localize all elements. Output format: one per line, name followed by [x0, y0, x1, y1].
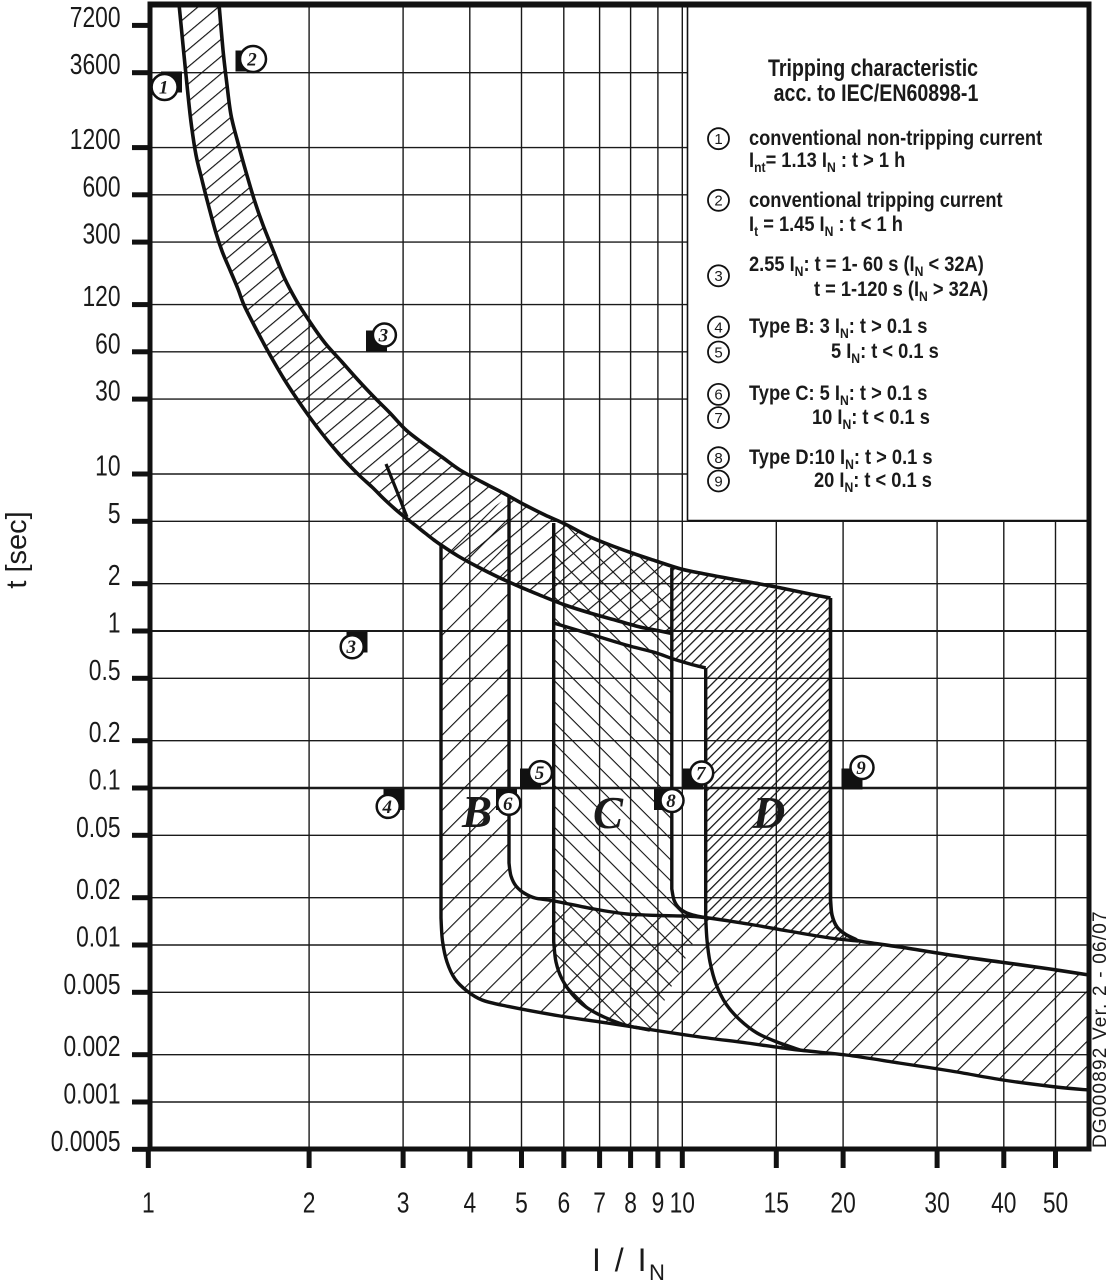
- svg-text:10: 10: [95, 451, 120, 482]
- svg-text:10: 10: [670, 1188, 695, 1219]
- svg-text:9: 9: [856, 758, 866, 779]
- svg-text:5 IN: t < 0.1 s: 5 IN: t < 0.1 s: [831, 340, 939, 366]
- svg-text:9: 9: [652, 1188, 665, 1219]
- svg-text:7200: 7200: [70, 3, 121, 34]
- svg-text:3: 3: [378, 326, 389, 347]
- svg-text:6: 6: [557, 1188, 570, 1219]
- svg-text:5: 5: [108, 499, 121, 530]
- svg-text:0.05: 0.05: [76, 813, 120, 844]
- svg-text:0.02: 0.02: [76, 875, 120, 906]
- svg-text:DG000892 Ver. 2 - 06/07: DG000892 Ver. 2 - 06/07: [1090, 910, 1111, 1148]
- svg-text:0.01: 0.01: [76, 922, 120, 953]
- svg-text:40: 40: [991, 1188, 1016, 1219]
- svg-text:4: 4: [463, 1188, 476, 1219]
- svg-text:3: 3: [714, 268, 722, 285]
- svg-text:7: 7: [714, 410, 722, 427]
- svg-text:8: 8: [624, 1188, 637, 1219]
- svg-text:7: 7: [593, 1188, 606, 1219]
- svg-text:1: 1: [159, 78, 169, 99]
- svg-text:2: 2: [108, 561, 121, 592]
- svg-text:9: 9: [714, 473, 722, 490]
- svg-text:0.2: 0.2: [89, 718, 121, 749]
- svg-text:Int= 1.13 IN : t > 1 h: Int= 1.13 IN : t > 1 h: [749, 149, 905, 175]
- svg-text:8: 8: [714, 450, 722, 467]
- svg-text:2: 2: [303, 1188, 316, 1219]
- svg-text:conventional non-tripping curr: conventional non-tripping current: [749, 127, 1043, 150]
- svg-text:8: 8: [666, 791, 676, 812]
- svg-text:5: 5: [535, 763, 545, 784]
- svg-text:Type D:10 IN: t > 0.1 s: Type D:10 IN: t > 0.1 s: [749, 446, 933, 472]
- svg-text:3: 3: [345, 637, 356, 658]
- svg-text:30: 30: [95, 376, 120, 407]
- svg-text:conventional tripping current: conventional tripping current: [749, 189, 1003, 212]
- svg-text:B: B: [461, 787, 492, 837]
- svg-text:1: 1: [142, 1188, 155, 1219]
- svg-text:0.5: 0.5: [89, 656, 121, 687]
- svg-text:Type C: 5 IN: t > 0.1 s: Type C: 5 IN: t > 0.1 s: [749, 382, 927, 408]
- svg-text:7: 7: [696, 764, 707, 785]
- svg-text:3: 3: [397, 1188, 410, 1219]
- svg-text:5: 5: [714, 344, 722, 361]
- svg-text:4: 4: [381, 797, 392, 818]
- svg-text:6: 6: [714, 387, 722, 404]
- svg-text:600: 600: [82, 172, 120, 203]
- svg-text:t [sec]: t [sec]: [1, 511, 33, 588]
- svg-text:0.002: 0.002: [63, 1032, 120, 1063]
- svg-text:acc. to IEC/EN60898-1: acc. to IEC/EN60898-1: [774, 79, 979, 107]
- svg-text:10 IN: t < 0.1 s: 10 IN: t < 0.1 s: [812, 406, 930, 432]
- svg-text:6: 6: [503, 794, 513, 815]
- svg-text:C: C: [593, 788, 624, 838]
- svg-text:5: 5: [515, 1188, 528, 1219]
- svg-text:20: 20: [830, 1188, 855, 1219]
- svg-text:1200: 1200: [70, 125, 121, 156]
- svg-text:50: 50: [1043, 1188, 1068, 1219]
- svg-text:60: 60: [95, 329, 120, 360]
- svg-text:0.0005: 0.0005: [51, 1127, 121, 1158]
- svg-text:2.55 IN: t = 1- 60 s (IN < 32A: 2.55 IN: t = 1- 60 s (IN < 32A): [749, 253, 984, 279]
- svg-text:D: D: [752, 788, 786, 838]
- svg-text:2: 2: [246, 50, 257, 71]
- svg-text:1: 1: [108, 608, 121, 639]
- svg-text:0.005: 0.005: [63, 970, 120, 1001]
- svg-text:4: 4: [714, 319, 722, 336]
- svg-text:Type B: 3 IN: t > 0.1 s: Type B: 3 IN: t > 0.1 s: [749, 315, 927, 341]
- svg-text:2: 2: [714, 193, 722, 210]
- svg-text:t = 1-120 s (IN > 32A): t = 1-120 s (IN > 32A): [814, 278, 988, 304]
- svg-text:15: 15: [764, 1188, 789, 1219]
- svg-text:1: 1: [714, 131, 722, 148]
- svg-text:20 IN: t < 0.1 s: 20 IN: t < 0.1 s: [814, 469, 932, 495]
- svg-text:30: 30: [924, 1188, 949, 1219]
- svg-text:Tripping characteristic: Tripping characteristic: [768, 54, 978, 82]
- svg-text:3600: 3600: [70, 50, 121, 81]
- svg-text:0.1: 0.1: [89, 765, 121, 796]
- svg-text:0.001: 0.001: [63, 1079, 120, 1110]
- svg-text:300: 300: [82, 219, 120, 250]
- svg-text:120: 120: [82, 282, 120, 313]
